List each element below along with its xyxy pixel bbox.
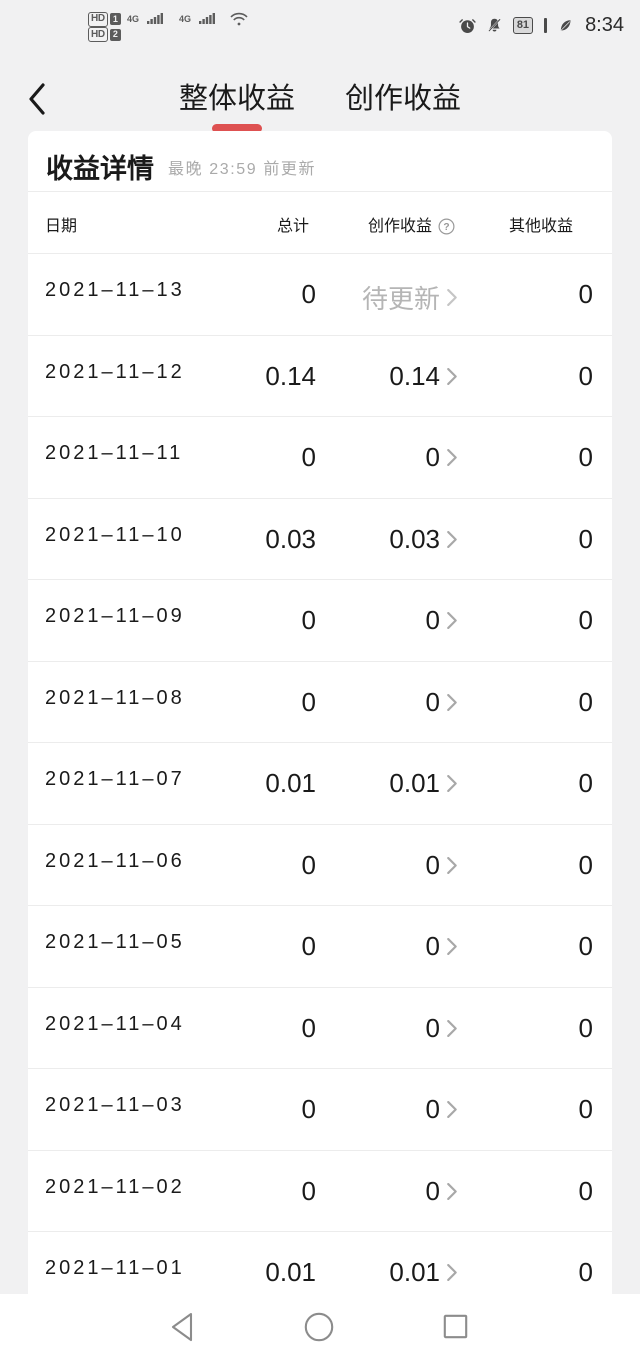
svg-text:4G: 4G [127,14,139,24]
svg-text:?: ? [444,222,450,233]
svg-text:4G: 4G [179,14,191,24]
